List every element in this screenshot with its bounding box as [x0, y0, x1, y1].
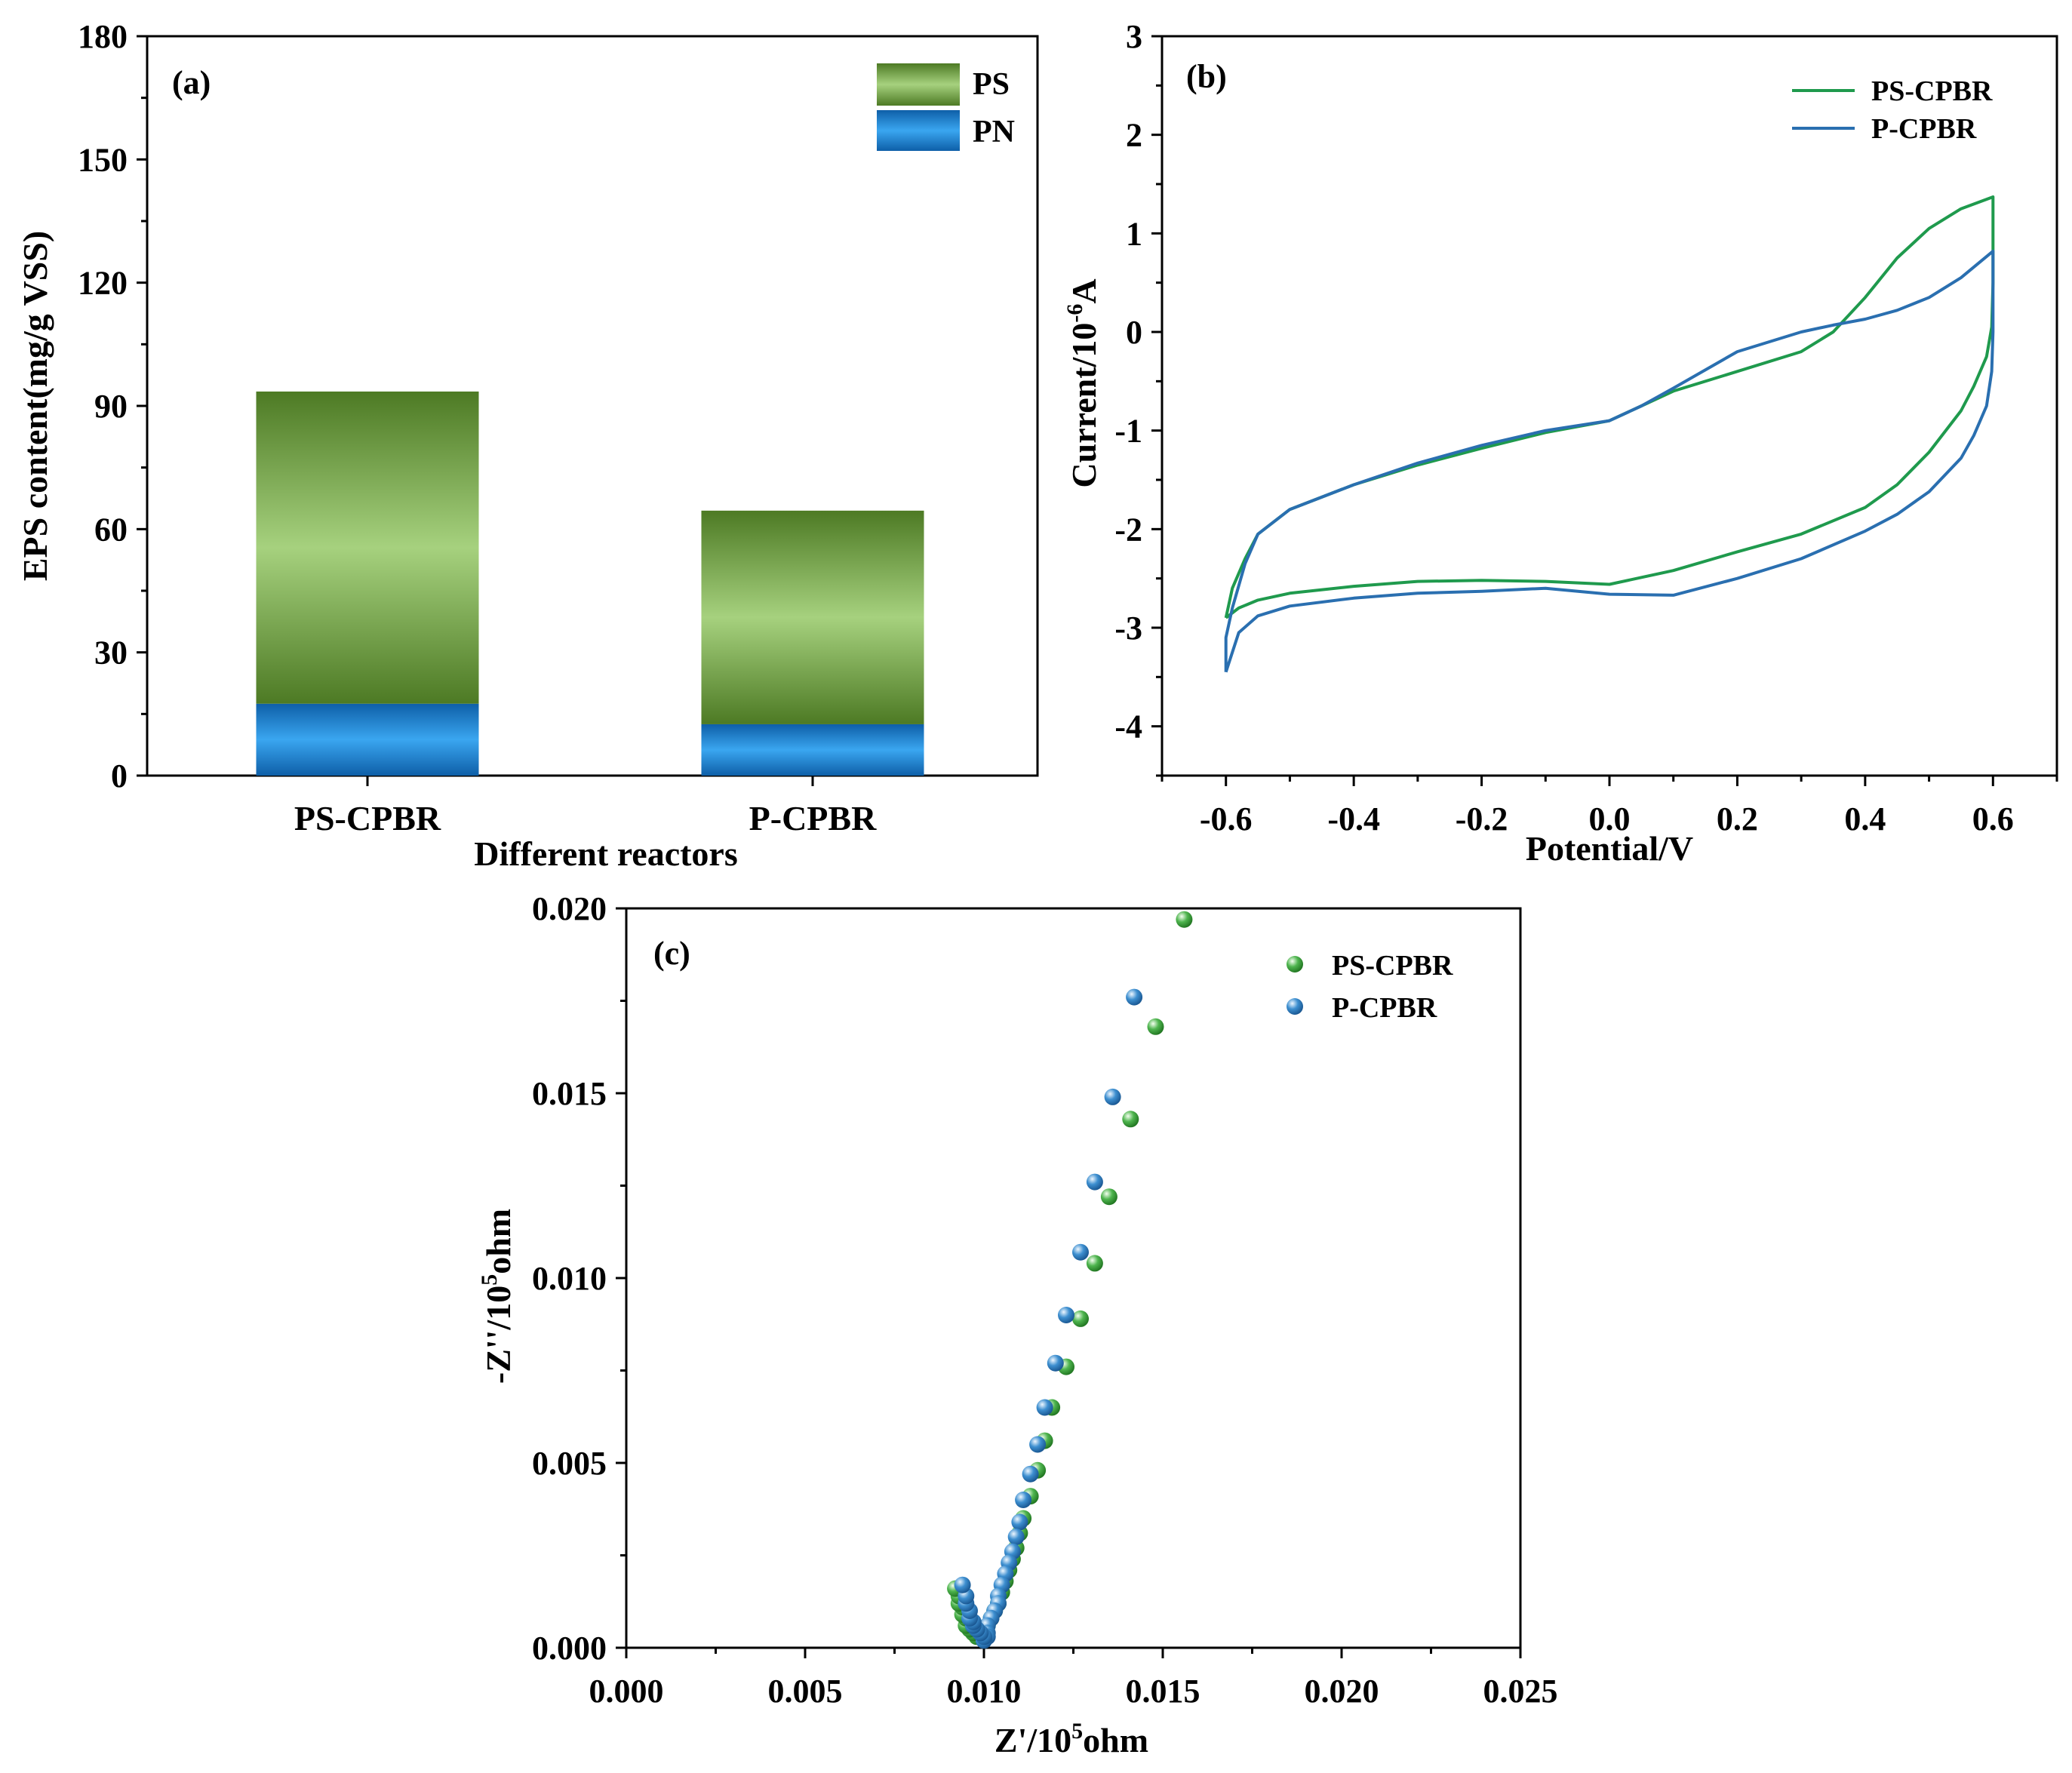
data-point-ps-cpbr [1122, 1111, 1139, 1128]
x-axis-label-exp: 5 [1071, 1719, 1083, 1744]
x-axis-label: Potential/V [1526, 829, 1693, 868]
y-axis-label-main: Current/10 [1065, 323, 1103, 488]
y-tick-label: -3 [1114, 610, 1142, 647]
data-point-p-cpbr [1047, 1354, 1064, 1372]
y-axis-label: EPS content(mg/g VSS) [16, 231, 54, 581]
y-tick-label: 120 [78, 265, 128, 302]
legend: PS-CPBR P-CPBR [1287, 950, 1453, 1024]
panel-label: (c) [653, 935, 690, 972]
y-axis-label: Current/10-6A [1062, 278, 1103, 487]
y-tick-label: 0.005 [532, 1445, 607, 1482]
data-point-p-cpbr [1011, 1513, 1028, 1531]
legend-swatch-pn [877, 110, 960, 151]
y-tick-label: 150 [78, 141, 128, 178]
plot-frame [1161, 35, 2058, 777]
x-tick-label: 0.2 [1717, 800, 1758, 837]
y-tick-label: 0.015 [532, 1075, 607, 1112]
data-point-p-cpbr [1086, 1173, 1103, 1191]
x-tick-label: 0.005 [768, 1673, 843, 1710]
data-point-ps-cpbr [1100, 1188, 1117, 1206]
x-tick-label: 0.015 [1126, 1673, 1200, 1710]
y-tick-label: 0.010 [532, 1260, 607, 1297]
legend-marker-ps-cpbr [1287, 956, 1303, 973]
x-tick-label: -0.4 [1327, 800, 1380, 837]
y-axis-label-exp: -6 [1062, 304, 1087, 323]
legend-label-ps-cpbr: PS-CPBR [1332, 950, 1453, 982]
y-tick-label: 1 [1126, 215, 1142, 252]
y-axis-label-exp: 5 [477, 1274, 502, 1286]
data-point-ps-cpbr [1176, 911, 1193, 928]
y-tick-label: 90 [94, 388, 128, 425]
x-tick-label: -0.2 [1456, 800, 1508, 837]
x-axis-label: Z'/105ohm [994, 1719, 1148, 1759]
y-axis-label-unit: ohm [479, 1209, 518, 1274]
y-tick-label: 180 [78, 18, 128, 55]
y-tick-label: 30 [94, 635, 128, 671]
legend-label-p-cpbr: P-CPBR [1871, 113, 1977, 145]
x-tick-label: 0.6 [1972, 800, 2014, 837]
data-point-p-cpbr [1029, 1436, 1047, 1453]
y-tick-label: 0.000 [532, 1630, 607, 1667]
panel-c-nyquist-chart: 0.000 0.005 0.010 0.015 0.020 0.025 0.000 0.005… [477, 890, 1558, 1759]
y-axis-label-unit: A [1065, 278, 1103, 303]
data-point-p-cpbr [1072, 1243, 1089, 1261]
y-axis-label-main: -Z''/10 [479, 1286, 518, 1384]
y-tick-label: -1 [1114, 413, 1142, 450]
y-tick-label: 60 [94, 511, 128, 548]
bar-ps-p-cpbr [701, 510, 924, 724]
y-tick-label: 0 [111, 757, 128, 794]
x-axis-label: Different reactors [474, 834, 738, 873]
x-tick-label: PS-CPBR [294, 799, 441, 837]
legend-marker-p-cpbr [1287, 998, 1303, 1015]
panel-label: (a) [172, 64, 211, 101]
data-point-p-cpbr [1104, 1088, 1121, 1105]
data-point-p-cpbr [1015, 1492, 1032, 1508]
bar-ps-ps-cpbr [256, 391, 479, 704]
legend-label-ps-cpbr: PS-CPBR [1871, 75, 1993, 107]
x-tick-label: 0.025 [1483, 1673, 1558, 1710]
legend-label-p-cpbr: P-CPBR [1332, 992, 1437, 1024]
x-tick-label: 0.020 [1305, 1673, 1379, 1710]
cv-curve-p-cpbr [1224, 249, 1995, 673]
data-point-p-cpbr [1022, 1465, 1039, 1483]
y-tick-label: -2 [1114, 511, 1142, 548]
x-tick-label: P-CPBR [749, 799, 877, 837]
panel-b-cv-chart: -0.6 -0.4 -0.2 0.0 0.2 0.4 0.6 -4 -3 -2 -1 0 1 2 3 (b)… [1062, 18, 2058, 868]
data-point-p-cpbr [954, 1576, 971, 1593]
x-axis-label-unit: ohm [1083, 1721, 1148, 1759]
y-tick-label: 2 [1126, 117, 1142, 154]
y-tick-label: 0 [1126, 314, 1142, 351]
y-axis-label: -Z''/105ohm [477, 1209, 518, 1384]
data-point-ps-cpbr [1086, 1255, 1103, 1272]
data-point-p-cpbr [1036, 1399, 1053, 1416]
y-tick-label: -4 [1114, 708, 1142, 745]
legend-swatch-ps [877, 63, 960, 106]
panel-label: (b) [1186, 58, 1227, 95]
x-tick-label: 0.010 [947, 1673, 1022, 1710]
x-tick-label: -0.6 [1200, 800, 1253, 837]
legend-label-ps: PS [973, 67, 1010, 102]
legend: PS PN [877, 63, 1015, 151]
y-tick-label: 0.020 [532, 890, 607, 927]
data-point-ps-cpbr [1072, 1310, 1089, 1327]
x-tick-label: 0.0 [1589, 800, 1631, 837]
x-tick-label: 0.000 [589, 1673, 664, 1710]
x-tick-label: 0.4 [1844, 800, 1886, 837]
panel-a-bar-chart: 0 30 60 90 120 150 180 PS-CPBR P-CPBR (a) EPS c… [16, 18, 1039, 873]
data-point-ps-cpbr [1147, 1018, 1164, 1035]
data-point-p-cpbr [1126, 988, 1143, 1006]
data-point-p-cpbr [1058, 1307, 1074, 1323]
x-axis-label-main: Z'/10 [994, 1721, 1071, 1759]
bar-pn-p-cpbr [701, 724, 924, 776]
data-point-p-cpbr [1007, 1529, 1025, 1545]
bar-pn-ps-cpbr [256, 703, 479, 776]
y-tick-label: 3 [1126, 18, 1142, 55]
legend-label-pn: PN [973, 115, 1015, 149]
cv-curve-ps-cpbr [1224, 195, 1995, 619]
legend: PS-CPBR P-CPBR [1792, 75, 1993, 145]
